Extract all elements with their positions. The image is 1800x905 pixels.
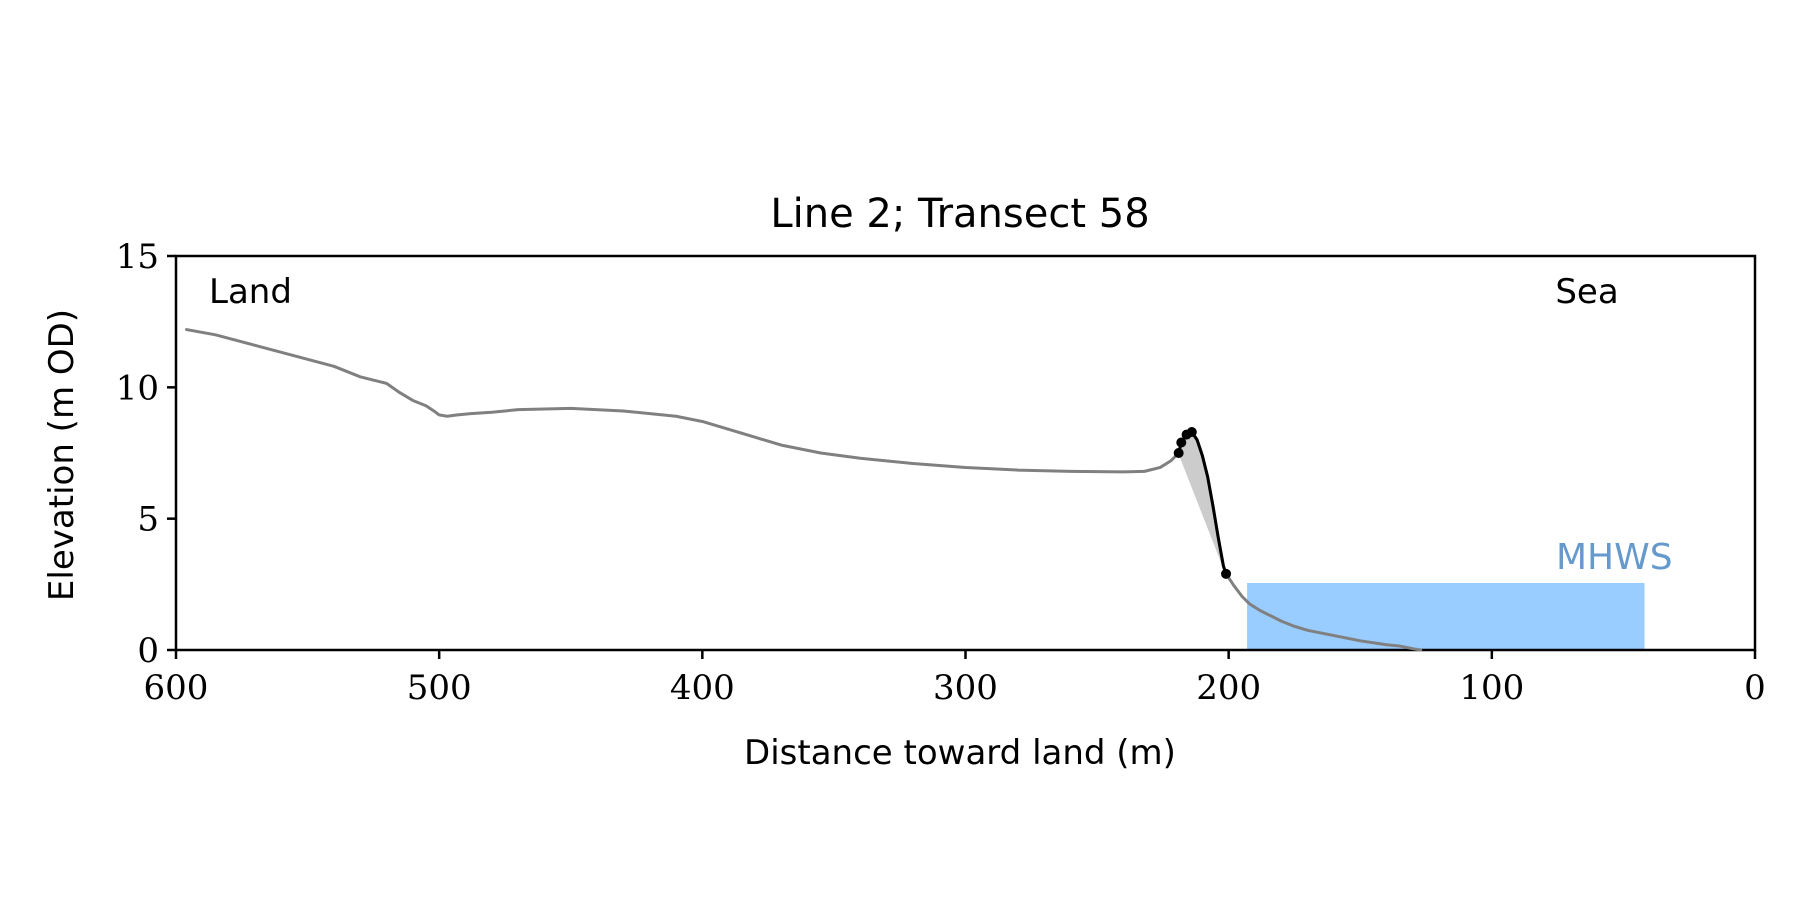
mhws-annotation: MHWS xyxy=(1556,537,1673,578)
x-tick-label-300: 300 xyxy=(933,668,998,708)
profile-line xyxy=(185,328,1423,652)
cliff-point-4 xyxy=(1186,426,1197,437)
y-tick-label-0: 0 xyxy=(137,631,159,671)
x-axis: 600 500 400 300 200 100 0 xyxy=(144,650,1766,708)
y-tick-label-10: 10 xyxy=(116,368,159,408)
y-tick-label-15: 15 xyxy=(116,237,159,277)
y-tick-label-5: 5 xyxy=(137,500,159,540)
data-marks xyxy=(185,328,1423,652)
x-tick-label-600: 600 xyxy=(144,668,209,708)
cliff-point-1 xyxy=(1173,448,1184,458)
sea-annotation: Sea xyxy=(1555,272,1618,312)
x-tick-label-100: 100 xyxy=(1459,668,1524,708)
land-annotation: Land xyxy=(209,272,292,312)
cliff-baseline xyxy=(1178,452,1227,575)
cliff-eroded-area xyxy=(1178,431,1227,574)
mhws-water-area xyxy=(1247,583,1645,650)
chart-title: Line 2; Transect 58 xyxy=(770,191,1149,237)
y-axis: 0 5 10 15 xyxy=(116,237,176,671)
cliff-point-2 xyxy=(1176,437,1187,448)
plot-area xyxy=(174,254,1757,652)
y-axis-label: Elevation (m OD) xyxy=(42,309,82,601)
x-tick-label-400: 400 xyxy=(670,668,735,708)
x-axis-label: Distance toward land (m) xyxy=(744,733,1176,773)
x-tick-label-200: 200 xyxy=(1196,668,1261,708)
cliff-point-5 xyxy=(1221,568,1232,579)
x-tick-label-500: 500 xyxy=(407,668,472,708)
x-tick-label-0: 0 xyxy=(1744,668,1766,708)
